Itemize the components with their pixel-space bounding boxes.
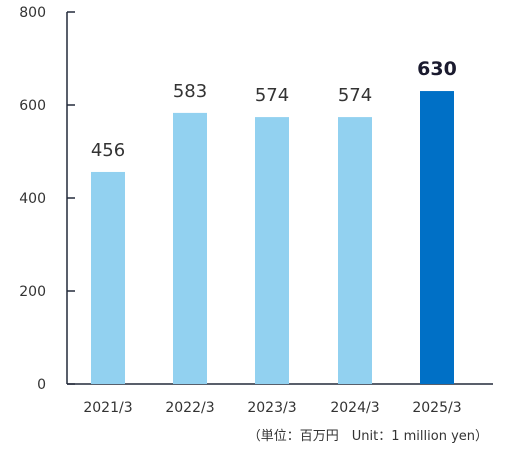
y-tick-label: 400 bbox=[19, 191, 46, 207]
y-tick-label: 600 bbox=[19, 98, 46, 114]
data-label: 574 bbox=[338, 85, 372, 106]
bar bbox=[173, 112, 207, 384]
x-tick-label: 2024/3 bbox=[330, 400, 379, 416]
x-tick-label: 2023/3 bbox=[247, 400, 296, 416]
axes: 0 200 400 600 800 bbox=[19, 5, 493, 393]
unit-note: （単位：百万円 Unit：1 million yen） bbox=[247, 429, 488, 444]
data-label: 583 bbox=[173, 81, 207, 102]
data-label: 456 bbox=[91, 140, 125, 161]
x-tick-label: 2022/3 bbox=[165, 400, 214, 416]
bar bbox=[420, 91, 454, 385]
x-tick-label: 2025/3 bbox=[412, 400, 461, 416]
x-tick-label: 2021/3 bbox=[83, 400, 132, 416]
data-label: 630 bbox=[417, 58, 457, 80]
y-tick-label: 200 bbox=[19, 284, 46, 300]
data-label: 574 bbox=[255, 85, 289, 106]
labels: 456 2021/3 583 2022/3 574 2023/3 574 2024/3 630 2… bbox=[83, 58, 461, 416]
bar bbox=[255, 117, 289, 384]
y-tick-label: 800 bbox=[19, 5, 46, 21]
bar bbox=[91, 171, 125, 384]
bar bbox=[338, 117, 372, 384]
y-tick-label: 0 bbox=[37, 377, 46, 393]
bars bbox=[91, 91, 454, 385]
